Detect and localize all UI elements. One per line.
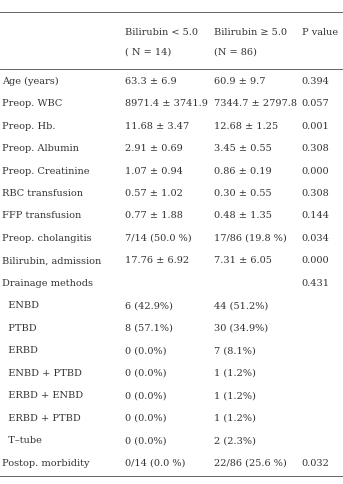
Text: 0.57 ± 1.02: 0.57 ± 1.02 (125, 189, 183, 198)
Text: 8971.4 ± 3741.9: 8971.4 ± 3741.9 (125, 99, 208, 108)
Text: 60.9 ± 9.7: 60.9 ± 9.7 (214, 76, 266, 86)
Text: 0 (0.0%): 0 (0.0%) (125, 436, 167, 445)
Text: Age (years): Age (years) (2, 76, 58, 86)
Text: 0.431: 0.431 (302, 279, 330, 288)
Text: 7.31 ± 6.05: 7.31 ± 6.05 (214, 257, 272, 265)
Text: 0.144: 0.144 (302, 212, 330, 221)
Text: 0.000: 0.000 (302, 166, 330, 176)
Text: 0.034: 0.034 (302, 234, 330, 243)
Text: 30 (34.9%): 30 (34.9%) (214, 324, 269, 333)
Text: 1 (1.2%): 1 (1.2%) (214, 369, 256, 378)
Text: 0 (0.0%): 0 (0.0%) (125, 347, 167, 355)
Text: Preop. Albumin: Preop. Albumin (2, 144, 79, 153)
Text: 1.07 ± 0.94: 1.07 ± 0.94 (125, 166, 183, 176)
Text: 2.91 ± 0.69: 2.91 ± 0.69 (125, 144, 183, 153)
Text: Drainage methods: Drainage methods (2, 279, 93, 288)
Text: 8 (57.1%): 8 (57.1%) (125, 324, 173, 333)
Text: ENBD + PTBD: ENBD + PTBD (2, 369, 82, 378)
Text: Preop. WBC: Preop. WBC (2, 99, 62, 108)
Text: 0.30 ± 0.55: 0.30 ± 0.55 (214, 189, 272, 198)
Text: 0.032: 0.032 (302, 459, 330, 468)
Text: Preop. Hb.: Preop. Hb. (2, 121, 55, 131)
Text: ( N = 14): ( N = 14) (125, 47, 172, 56)
Text: 63.3 ± 6.9: 63.3 ± 6.9 (125, 76, 177, 86)
Text: 0.48 ± 1.35: 0.48 ± 1.35 (214, 212, 272, 221)
Text: 0.308: 0.308 (302, 144, 330, 153)
Text: Bilirubin, admission: Bilirubin, admission (2, 257, 101, 265)
Text: 3.45 ± 0.55: 3.45 ± 0.55 (214, 144, 272, 153)
Text: 0/14 (0.0 %): 0/14 (0.0 %) (125, 459, 186, 468)
Text: 1 (1.2%): 1 (1.2%) (214, 414, 256, 423)
Text: 0.057: 0.057 (302, 99, 330, 108)
Text: 0.394: 0.394 (302, 76, 330, 86)
Text: 44 (51.2%): 44 (51.2%) (214, 302, 269, 310)
Text: 7 (8.1%): 7 (8.1%) (214, 347, 256, 355)
Text: 0 (0.0%): 0 (0.0%) (125, 391, 167, 400)
Text: 0.77 ± 1.88: 0.77 ± 1.88 (125, 212, 183, 221)
Text: ERBD + ENBD: ERBD + ENBD (2, 391, 83, 400)
Text: ENBD: ENBD (2, 302, 39, 310)
Text: 0 (0.0%): 0 (0.0%) (125, 369, 167, 378)
Text: Preop. cholangitis: Preop. cholangitis (2, 234, 91, 243)
Text: PTBD: PTBD (2, 324, 36, 333)
Text: (N = 86): (N = 86) (214, 47, 257, 56)
Text: Preop. Creatinine: Preop. Creatinine (2, 166, 89, 176)
Text: 7/14 (50.0 %): 7/14 (50.0 %) (125, 234, 192, 243)
Text: 0 (0.0%): 0 (0.0%) (125, 414, 167, 423)
Text: Bilirubin < 5.0: Bilirubin < 5.0 (125, 28, 198, 37)
Text: 17/86 (19.8 %): 17/86 (19.8 %) (214, 234, 287, 243)
Text: 0.86 ± 0.19: 0.86 ± 0.19 (214, 166, 272, 176)
Text: 12.68 ± 1.25: 12.68 ± 1.25 (214, 121, 279, 131)
Text: Bilirubin ≥ 5.0: Bilirubin ≥ 5.0 (214, 28, 287, 37)
Text: FFP transfusion: FFP transfusion (2, 212, 81, 221)
Text: Postop. morbidity: Postop. morbidity (2, 459, 89, 468)
Text: 17.76 ± 6.92: 17.76 ± 6.92 (125, 257, 189, 265)
Text: 6 (42.9%): 6 (42.9%) (125, 302, 173, 310)
Text: ERBD: ERBD (2, 347, 38, 355)
Text: 0.001: 0.001 (302, 121, 330, 131)
Text: 22/86 (25.6 %): 22/86 (25.6 %) (214, 459, 287, 468)
Text: P value: P value (302, 28, 338, 37)
Text: 2 (2.3%): 2 (2.3%) (214, 436, 256, 445)
Text: 0.308: 0.308 (302, 189, 330, 198)
Text: 1 (1.2%): 1 (1.2%) (214, 391, 256, 400)
Text: RBC transfusion: RBC transfusion (2, 189, 83, 198)
Text: 7344.7 ± 2797.8: 7344.7 ± 2797.8 (214, 99, 297, 108)
Text: 11.68 ± 3.47: 11.68 ± 3.47 (125, 121, 189, 131)
Text: T–tube: T–tube (2, 436, 42, 445)
Text: 0.000: 0.000 (302, 257, 330, 265)
Text: ERBD + PTBD: ERBD + PTBD (2, 414, 81, 423)
